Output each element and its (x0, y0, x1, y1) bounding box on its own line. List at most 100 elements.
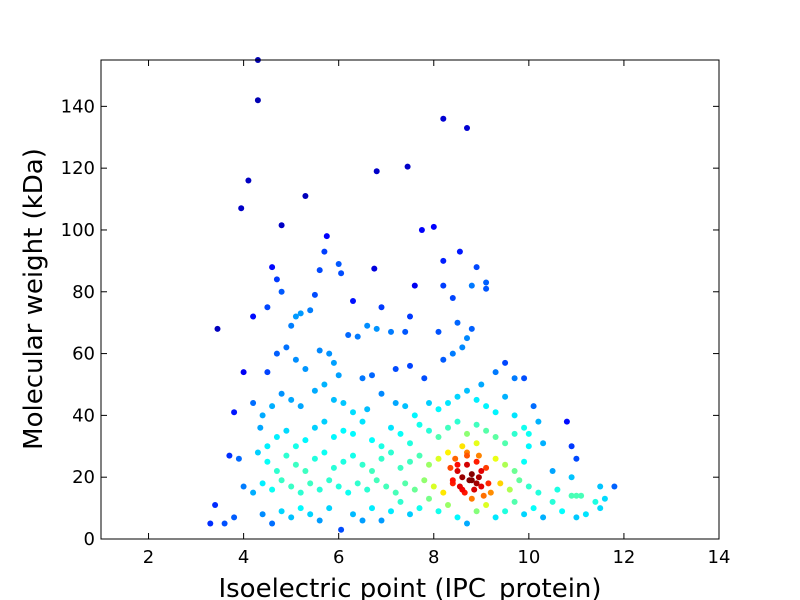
data-point (278, 390, 285, 397)
data-point (592, 498, 599, 505)
data-point (340, 427, 347, 434)
data-point (478, 483, 485, 490)
data-point (468, 495, 475, 502)
data-point (273, 468, 280, 474)
data-point (521, 375, 528, 382)
data-point (326, 350, 333, 357)
data-point (311, 455, 318, 462)
data-point (468, 282, 475, 289)
data-point (369, 372, 375, 379)
data-point (397, 464, 404, 471)
data-point (316, 347, 323, 354)
data-point (388, 328, 394, 335)
data-point (483, 464, 490, 471)
data-point (573, 514, 580, 521)
x-tick-label: 8 (428, 547, 439, 568)
data-point (273, 350, 280, 357)
data-point (483, 279, 490, 286)
data-point (525, 443, 532, 450)
data-point (311, 424, 318, 431)
data-point (440, 356, 447, 363)
data-point (383, 483, 390, 490)
data-point (392, 400, 399, 406)
data-point (511, 412, 518, 419)
y-tick-label: 140 (61, 96, 95, 117)
data-point (475, 474, 482, 481)
data-point (535, 489, 542, 496)
data-point (492, 514, 499, 521)
data-point (464, 125, 470, 131)
data-point (373, 325, 380, 332)
data-point (378, 304, 385, 311)
data-point (563, 418, 570, 425)
data-point (278, 508, 285, 515)
data-point (449, 477, 456, 484)
data-point (456, 483, 463, 490)
data-point (378, 443, 385, 450)
data-point (411, 412, 418, 419)
data-point (378, 455, 385, 462)
data-point (483, 502, 490, 508)
data-point (269, 264, 276, 271)
data-point (231, 409, 238, 416)
data-point (464, 387, 470, 394)
x-axis-title: Isoelectric point (IPC_protein) (218, 574, 601, 600)
data-point (502, 393, 509, 400)
data-point (264, 443, 271, 450)
data-point (440, 282, 447, 289)
data-point (601, 495, 608, 502)
data-point (473, 440, 480, 447)
data-point (283, 344, 290, 351)
data-point (354, 480, 361, 487)
data-point (468, 471, 475, 478)
data-point (430, 223, 437, 230)
data-point (359, 517, 366, 524)
data-point (549, 498, 556, 505)
data-point (535, 418, 542, 425)
data-point (392, 489, 399, 496)
data-point (473, 396, 480, 403)
data-point (269, 403, 276, 410)
data-point (302, 193, 309, 199)
data-point (354, 333, 361, 340)
y-tick-label: 80 (72, 282, 95, 303)
data-point (478, 381, 485, 388)
data-point (611, 483, 618, 490)
data-point (492, 455, 499, 462)
data-point (435, 406, 442, 413)
data-point (373, 477, 380, 484)
x-tick-label: 6 (333, 547, 344, 568)
data-point (269, 486, 276, 493)
data-point (407, 362, 413, 369)
data-point (549, 468, 556, 474)
data-point (568, 474, 575, 481)
data-point (254, 97, 261, 104)
data-point (264, 304, 271, 311)
data-point (335, 483, 342, 490)
data-point (273, 276, 280, 283)
data-point (456, 248, 463, 255)
data-point (397, 430, 404, 437)
data-point (288, 514, 295, 521)
data-point (392, 366, 399, 372)
data-point (421, 477, 428, 484)
data-point (452, 455, 459, 462)
data-point (411, 486, 418, 493)
data-point (511, 375, 518, 382)
data-point (502, 461, 509, 468)
data-point (340, 400, 347, 406)
data-point (459, 344, 466, 351)
data-point (568, 492, 575, 499)
data-point (516, 477, 523, 484)
data-point (221, 520, 228, 527)
data-point (378, 390, 385, 397)
data-point (226, 452, 233, 459)
data-point (369, 505, 375, 512)
data-point (388, 424, 394, 431)
data-point (359, 418, 366, 425)
data-point (445, 400, 451, 406)
data-point (269, 520, 276, 527)
data-point (388, 508, 394, 515)
data-point (345, 489, 352, 496)
